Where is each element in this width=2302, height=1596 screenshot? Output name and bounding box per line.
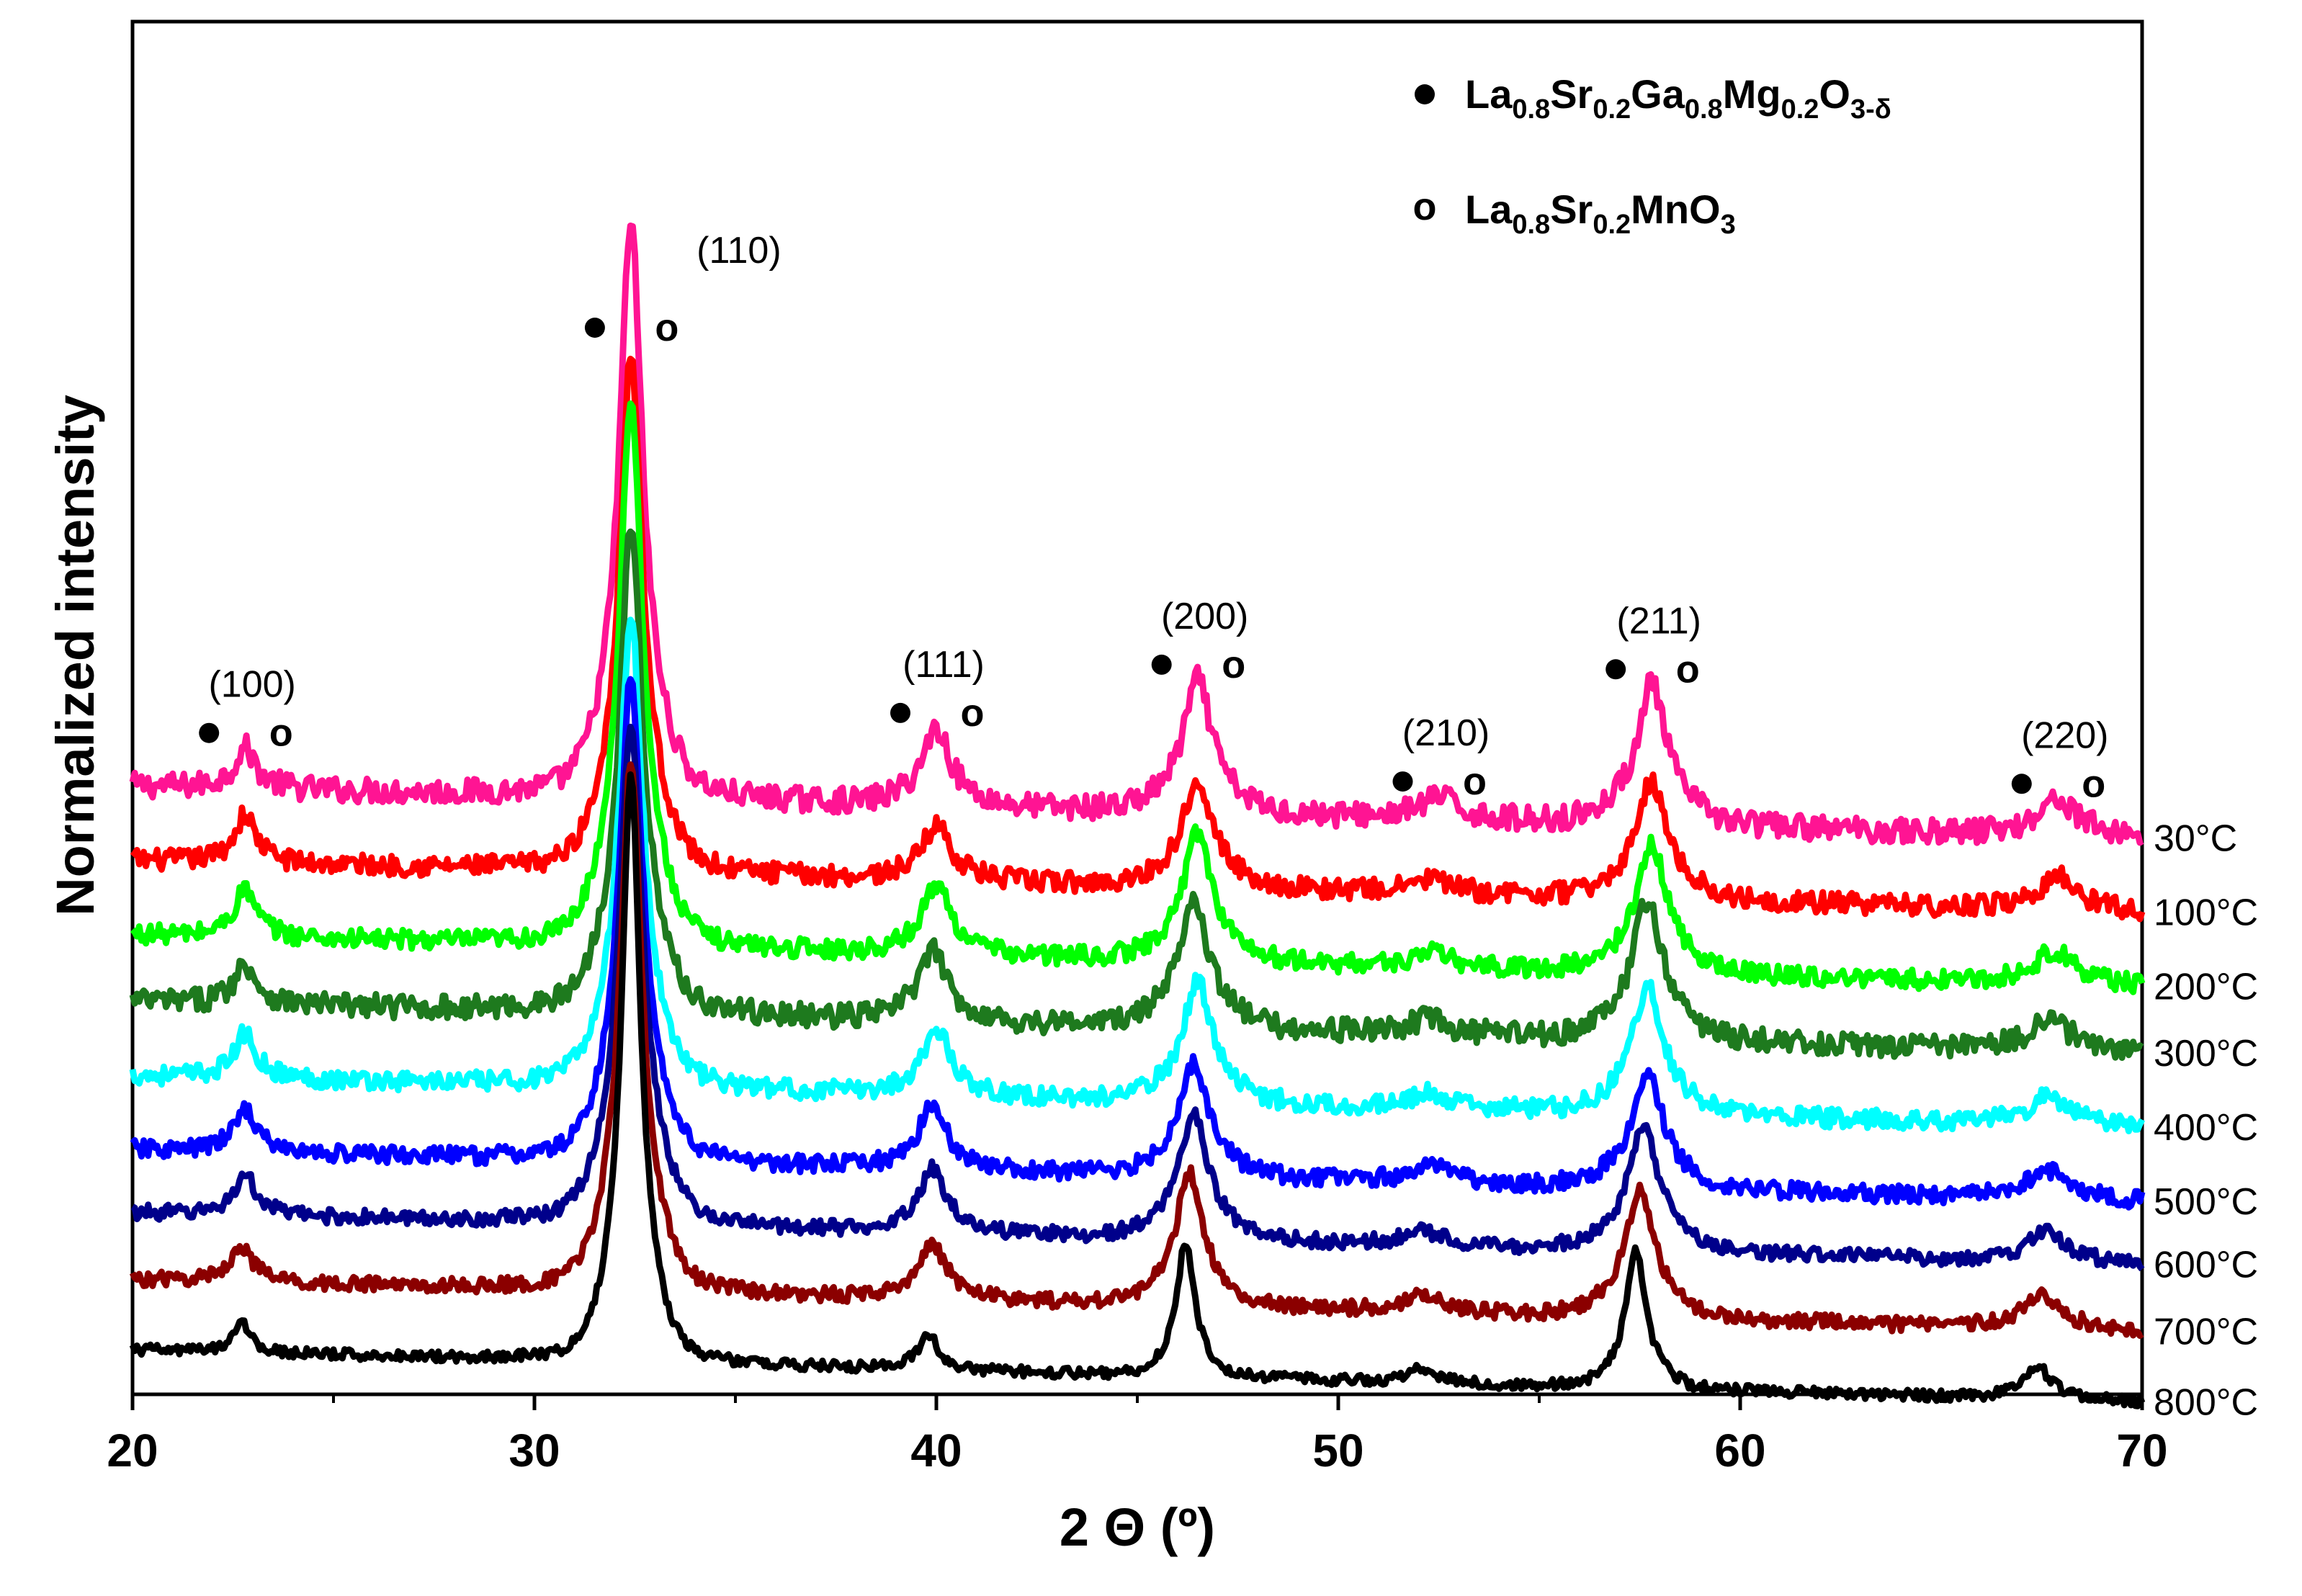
legend-formula-part: Sr bbox=[1550, 71, 1593, 117]
lsgm-peak-marker-icon bbox=[1392, 771, 1413, 792]
hkl-label: (200) bbox=[1161, 596, 1248, 637]
x-tick-label: 50 bbox=[1312, 1425, 1363, 1476]
temp-label-30c: 30°C bbox=[2154, 817, 2237, 859]
lsgm-peak-marker-icon bbox=[1151, 654, 1172, 675]
hkl-label: (111) bbox=[903, 644, 985, 686]
legend-formula-part: O bbox=[1819, 71, 1850, 117]
temp-label-500c: 500°C bbox=[2154, 1181, 2258, 1223]
legend-subscript: 3 bbox=[1721, 210, 1736, 240]
legend-open-marker-icon: o bbox=[1413, 185, 1437, 228]
legend-formula-part: La bbox=[1465, 187, 1513, 232]
hkl-label: (110) bbox=[697, 230, 781, 272]
legend-subscript: 0.2 bbox=[1781, 94, 1819, 125]
temp-label-200c: 200°C bbox=[2154, 966, 2258, 1008]
legend-filled-marker-icon bbox=[1415, 84, 1435, 104]
series-line-600c bbox=[130, 723, 2145, 1272]
legend-subscript: 0.8 bbox=[1512, 94, 1550, 125]
legend-formula-part: Ga bbox=[1631, 71, 1685, 117]
legend: La0.8Sr0.2Ga0.8Mg0.2O3-δ o La0.8Sr0.2MnO… bbox=[1413, 71, 1891, 240]
series-line-700c bbox=[129, 761, 2144, 1339]
legend-subscript: 3-δ bbox=[1850, 94, 1891, 125]
temp-label-300c: 300°C bbox=[2154, 1033, 2258, 1075]
legend-formula-part: Mg bbox=[1723, 71, 1781, 117]
hkl-label: (220) bbox=[2021, 714, 2108, 756]
legend-entry-lsm: La0.8Sr0.2MnO3 bbox=[1465, 187, 1736, 240]
temperature-labels: 30°C 100°C 200°C 300°C 400°C 500°C 600°C 700°C 8… bbox=[2154, 817, 2258, 1423]
temp-label-400c: 400°C bbox=[2154, 1107, 2258, 1149]
temp-label-100c: 100°C bbox=[2154, 892, 2258, 933]
series-line-400c bbox=[129, 617, 2146, 1134]
lsm-peak-marker-icon: o bbox=[269, 712, 293, 755]
x-ticks: 20 30 40 50 60 70 bbox=[107, 1394, 2168, 1476]
legend-subscript: 0.8 bbox=[1685, 94, 1723, 125]
peak-annotations: (100) o (110) o (111) o (200) o (210) o (211) o (220… bbox=[199, 230, 2109, 805]
hkl-label: (211) bbox=[1616, 600, 1701, 642]
legend-formula-part: MnO bbox=[1631, 187, 1720, 232]
temp-label-800c: 800°C bbox=[2154, 1381, 2258, 1423]
x-axis-title: 2 Θ (º) bbox=[1060, 1497, 1215, 1557]
series-line-300c bbox=[129, 528, 2144, 1061]
x-tick-label: 70 bbox=[2116, 1425, 2167, 1476]
legend-subscript: 0.8 bbox=[1512, 210, 1550, 240]
lsgm-peak-marker-icon bbox=[890, 702, 910, 723]
lsm-peak-marker-icon: o bbox=[655, 306, 678, 349]
lsm-peak-marker-icon: o bbox=[1676, 647, 1700, 691]
lsgm-peak-marker-icon bbox=[199, 722, 220, 743]
x-tick-label: 30 bbox=[509, 1425, 560, 1476]
legend-subscript: 0.2 bbox=[1593, 94, 1631, 125]
series-line-800c bbox=[129, 771, 2146, 1409]
lsm-peak-marker-icon: o bbox=[961, 691, 985, 735]
series-line-500c bbox=[130, 676, 2146, 1211]
legend-formula-part: Sr bbox=[1550, 187, 1593, 232]
temp-label-600c: 600°C bbox=[2154, 1245, 2258, 1286]
x-tick-label: 60 bbox=[1714, 1425, 1765, 1476]
legend-entry-lsgm: La0.8Sr0.2Ga0.8Mg0.2O3-δ bbox=[1465, 71, 1891, 125]
lsm-peak-marker-icon: o bbox=[1463, 760, 1487, 803]
series-line-200c bbox=[130, 400, 2146, 995]
legend-formula-part: La bbox=[1465, 71, 1513, 117]
x-tick-label: 20 bbox=[107, 1425, 158, 1476]
series-line-100c bbox=[130, 355, 2146, 923]
temp-label-700c: 700°C bbox=[2154, 1311, 2258, 1353]
legend-subscript: 0.2 bbox=[1593, 210, 1631, 240]
hkl-label: (100) bbox=[208, 664, 295, 706]
lsm-peak-marker-icon: o bbox=[1222, 643, 1245, 686]
x-tick-label: 40 bbox=[910, 1425, 962, 1476]
series-line-30c bbox=[129, 223, 2144, 846]
hkl-label: (210) bbox=[1402, 712, 1490, 754]
lsgm-peak-marker-icon bbox=[584, 318, 605, 338]
lsm-peak-marker-icon: o bbox=[2082, 762, 2105, 805]
lsgm-peak-marker-icon bbox=[1605, 659, 1626, 680]
lsgm-peak-marker-icon bbox=[2011, 774, 2032, 794]
series-layer bbox=[129, 223, 2146, 1409]
y-axis-title: Normalized intensity bbox=[45, 395, 105, 916]
